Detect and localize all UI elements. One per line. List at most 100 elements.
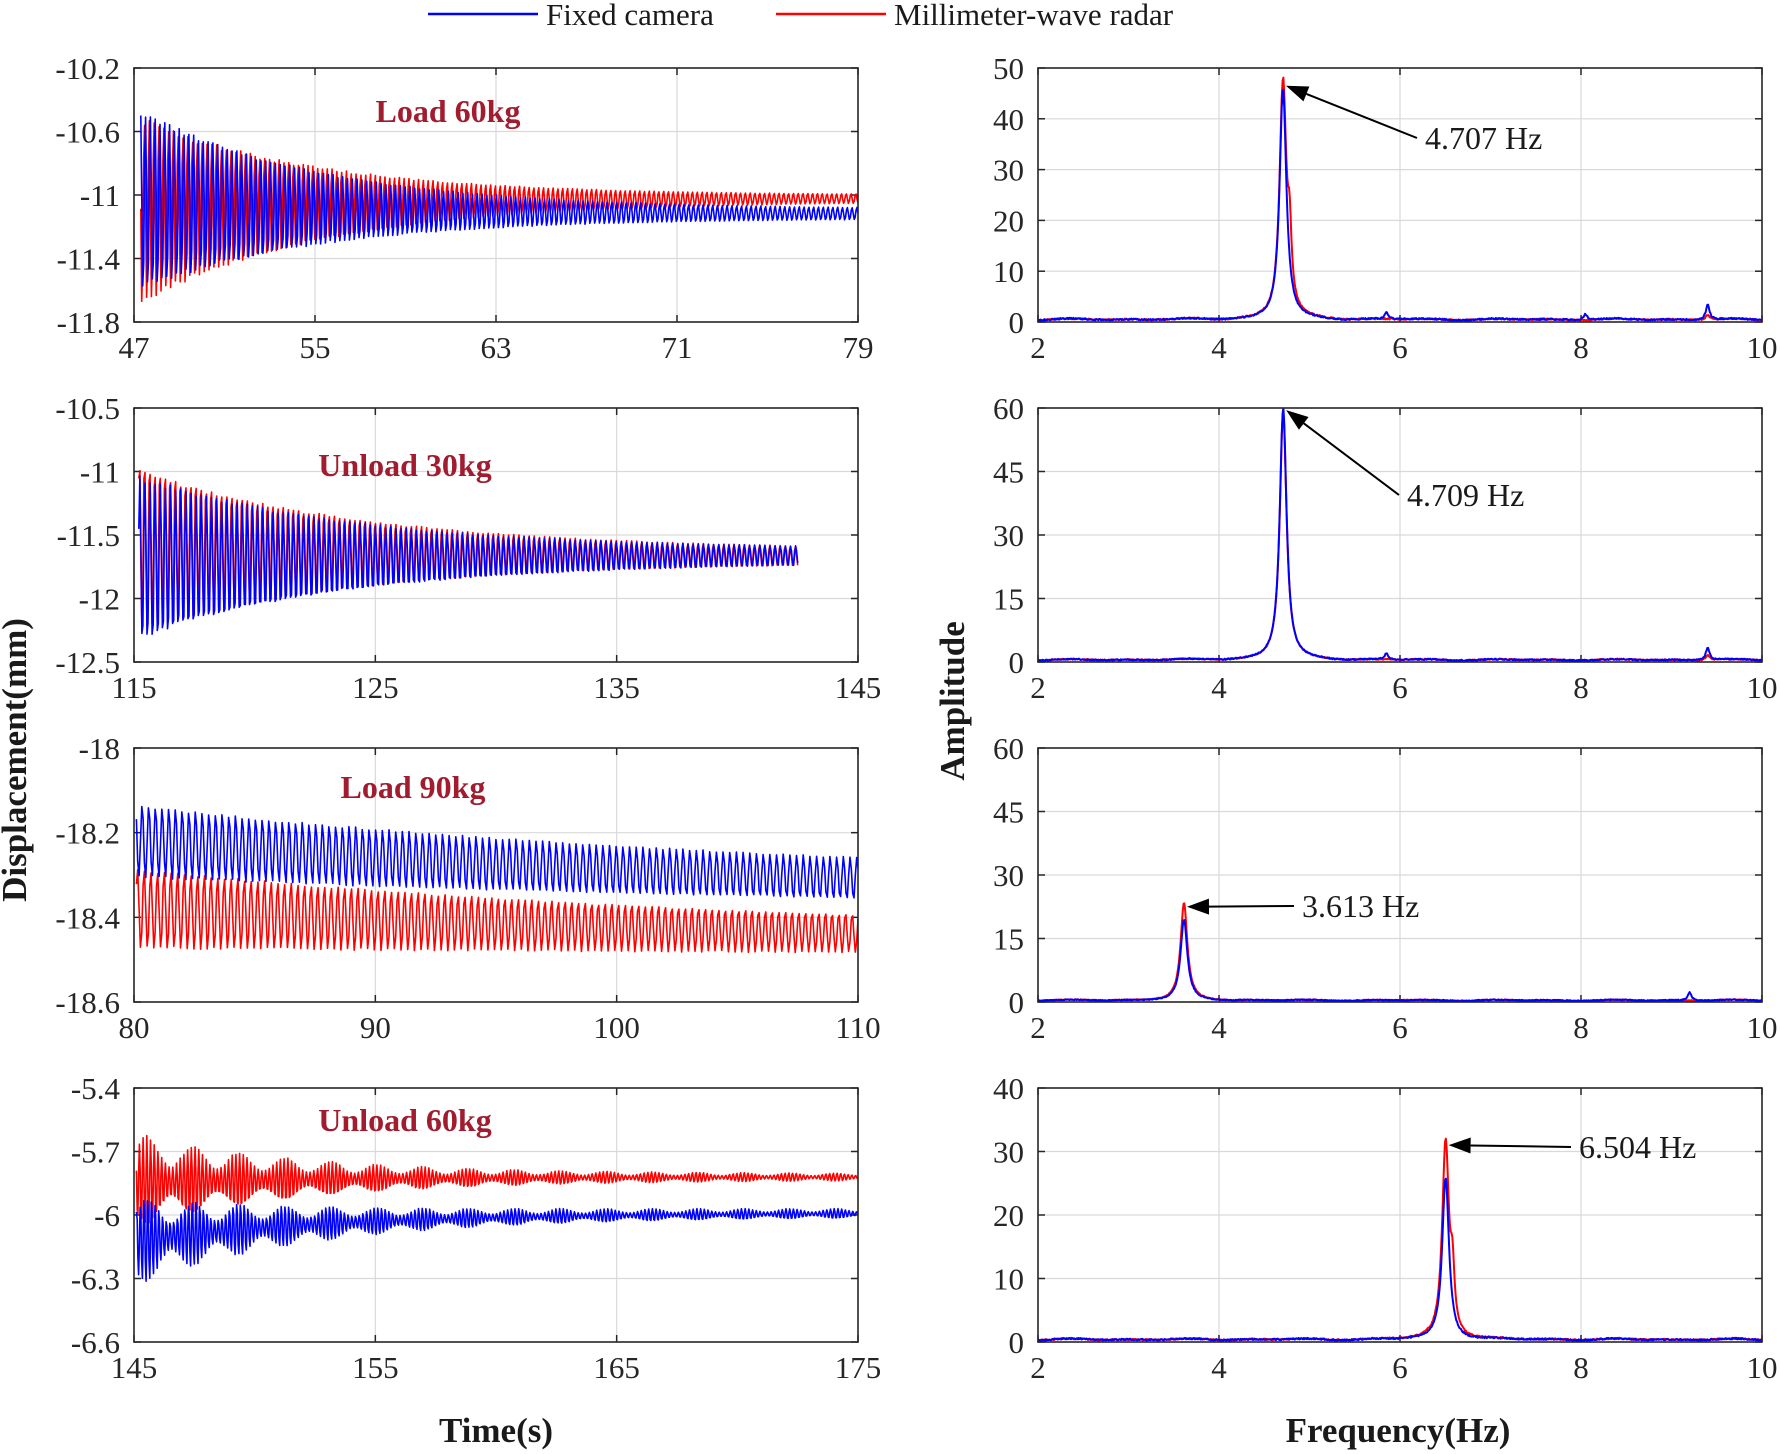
series-group xyxy=(1038,76,1762,322)
y-tick-label: -11.5 xyxy=(57,518,120,553)
axes-frame xyxy=(133,747,859,1003)
y-tick-label: 0 xyxy=(1009,1325,1025,1360)
right-y-axis-label: Amplitude xyxy=(933,621,972,780)
y-tick-label: -11.8 xyxy=(57,305,120,340)
x-tick-label: 79 xyxy=(843,330,874,365)
x-tick-label: 4 xyxy=(1211,1350,1227,1385)
x-tick-label: 4 xyxy=(1211,330,1227,365)
y-tick-label: 40 xyxy=(993,1071,1024,1106)
y-tick-label: -18 xyxy=(79,731,120,766)
annotation-arrowhead xyxy=(1286,410,1309,430)
x-tick-label: 2 xyxy=(1030,330,1046,365)
series-line-camera xyxy=(135,805,858,899)
y-tick-label: 0 xyxy=(1009,305,1025,340)
right-x-axis-label: Frequency(Hz) xyxy=(1286,1411,1511,1450)
y-tick-label: -6.3 xyxy=(71,1262,120,1297)
annotation-arrow xyxy=(1208,905,1295,908)
x-tick-label: 4 xyxy=(1211,1010,1227,1045)
series-group xyxy=(138,469,799,636)
y-tick-label: 10 xyxy=(993,1262,1024,1297)
x-tick-label: 2 xyxy=(1030,1350,1046,1385)
y-tick-label: 30 xyxy=(993,858,1024,893)
y-tick-label: 60 xyxy=(993,391,1024,426)
x-tick-label: 6 xyxy=(1392,330,1408,365)
annotation-arrowhead xyxy=(1448,1137,1471,1154)
series-group xyxy=(135,805,858,954)
y-tick-label: 50 xyxy=(993,51,1024,86)
axes-frame xyxy=(1037,1087,1763,1343)
x-tick-label: 8 xyxy=(1573,330,1589,365)
y-tick-label: -12 xyxy=(79,582,120,617)
x-tick-label: 10 xyxy=(1747,670,1778,705)
y-tick-label: -18.6 xyxy=(55,985,120,1020)
x-tick-label: 6 xyxy=(1392,1350,1408,1385)
annotation-arrowhead xyxy=(1186,898,1210,915)
left-y-axis-label: Displacement(mm) xyxy=(0,618,34,902)
annotation-arrow xyxy=(1303,422,1400,496)
axes-frame xyxy=(133,407,859,663)
x-tick-label: 125 xyxy=(352,670,399,705)
peak-frequency-label: 3.613 Hz xyxy=(1302,888,1419,924)
x-tick-label: 155 xyxy=(352,1350,399,1385)
peak-frequency-label: 6.504 Hz xyxy=(1579,1129,1696,1165)
y-tick-label: 30 xyxy=(993,1135,1024,1170)
y-tick-label: 0 xyxy=(1009,645,1025,680)
y-tick-label: -18.2 xyxy=(55,816,120,851)
y-tick-label: -6.6 xyxy=(71,1325,120,1360)
axes-frame xyxy=(1037,747,1763,1003)
panel-label: Load 60kg xyxy=(376,93,521,129)
panel-freq-1: 2 4 6 8 10 50 40 30 20 10 0 4.707 Hz xyxy=(993,51,1778,365)
series-line-radar xyxy=(135,868,858,954)
y-tick-label: 20 xyxy=(993,203,1024,238)
series-group xyxy=(1038,408,1762,662)
series-line-camera xyxy=(135,1199,858,1282)
panel-freq-3: 2 4 6 8 10 60 45 30 15 0 3.613 Hz xyxy=(993,731,1778,1045)
legend-camera-label: Fixed camera xyxy=(546,0,714,32)
series-group xyxy=(1038,1137,1762,1342)
panel-time-4: 145 155 165 175 -5.4 -5.7 -6 -6.3 -6.6 Unload 60k… xyxy=(71,1071,881,1385)
left-x-axis-label: Time(s) xyxy=(439,1411,553,1450)
y-tick-label: -12.5 xyxy=(55,645,120,680)
panel-label: Unload 60kg xyxy=(318,1102,491,1138)
x-tick-label: 115 xyxy=(111,670,156,705)
spectrum-line-camera xyxy=(1038,89,1762,322)
series-line-radar xyxy=(135,1134,858,1224)
x-tick-label: 63 xyxy=(481,330,512,365)
y-tick-label: 30 xyxy=(993,153,1024,188)
peak-frequency-label: 4.709 Hz xyxy=(1407,477,1524,513)
series-group xyxy=(135,1134,858,1282)
x-tick-label: 80 xyxy=(119,1010,150,1045)
x-tick-label: 10 xyxy=(1747,330,1778,365)
x-tick-label: 8 xyxy=(1573,1350,1589,1385)
y-tick-label: 60 xyxy=(993,731,1024,766)
y-tick-label: 15 xyxy=(993,582,1024,617)
series-group xyxy=(140,115,858,303)
x-tick-label: 8 xyxy=(1573,1010,1589,1045)
x-tick-label: 145 xyxy=(111,1350,158,1385)
y-tick-label: -10.2 xyxy=(55,51,120,86)
x-tick-label: 71 xyxy=(662,330,693,365)
x-tick-label: 100 xyxy=(593,1010,640,1045)
y-tick-label: 0 xyxy=(1009,985,1025,1020)
y-tick-label: -11 xyxy=(80,178,120,213)
x-tick-label: 6 xyxy=(1392,670,1408,705)
panel-freq-4: 2 4 6 8 10 40 30 20 10 0 6.504 Hz xyxy=(993,1071,1778,1385)
x-tick-label: 8 xyxy=(1573,670,1589,705)
axes-frame xyxy=(1037,407,1763,663)
annotation-arrow xyxy=(1470,1144,1572,1148)
y-tick-label: -5.4 xyxy=(71,1071,121,1106)
axes-frame xyxy=(1037,67,1763,323)
y-tick-label: 20 xyxy=(993,1198,1024,1233)
panel-time-1: 47 55 63 71 79 -10.2 -10.6 -11 -11.4 -11.8 Load 60… xyxy=(55,51,873,365)
y-tick-label: -11.4 xyxy=(57,242,121,277)
y-tick-label: 45 xyxy=(993,455,1024,490)
y-tick-label: -11 xyxy=(80,455,120,490)
x-tick-label: 47 xyxy=(119,330,150,365)
panel-label: Load 90kg xyxy=(341,769,486,805)
x-tick-label: 2 xyxy=(1030,1010,1046,1045)
y-tick-label: 40 xyxy=(993,102,1024,137)
y-tick-label: -5.7 xyxy=(71,1135,120,1170)
peak-frequency-label: 4.707 Hz xyxy=(1425,120,1542,156)
x-tick-label: 10 xyxy=(1747,1350,1778,1385)
